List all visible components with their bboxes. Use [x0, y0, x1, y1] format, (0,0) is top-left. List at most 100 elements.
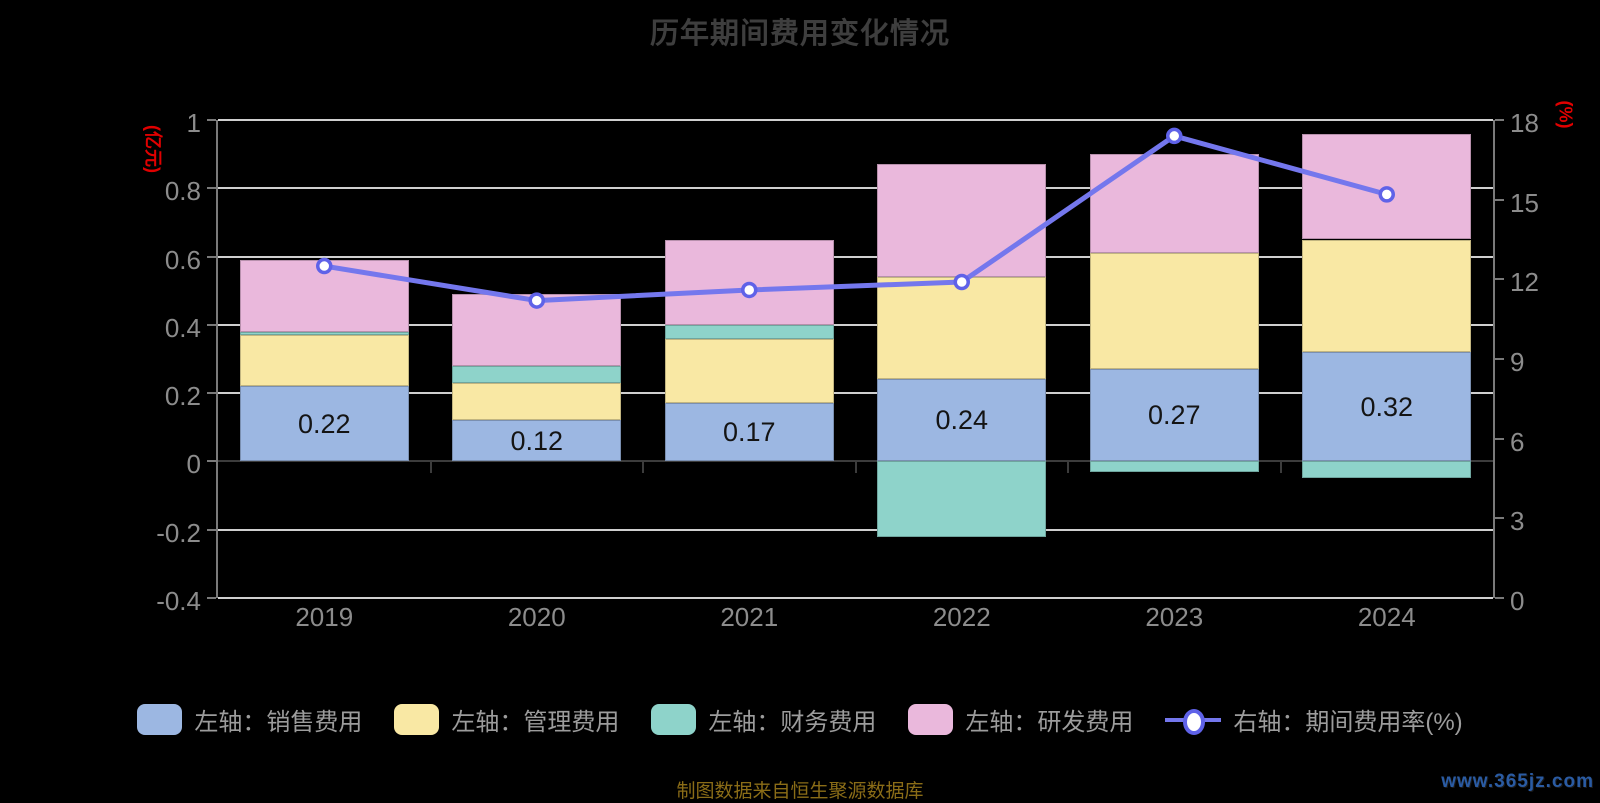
bar-segment-s3-2023[interactable]	[1089, 154, 1259, 254]
bar-segment-s2-2021[interactable]	[664, 324, 834, 339]
chart-title: 历年期间费用变化情况	[649, 18, 950, 50]
right-axis-tick	[1495, 437, 1504, 440]
bar-value-label: 0.17	[722, 417, 776, 448]
bar-segment-s1-2022[interactable]	[877, 277, 1047, 380]
zero-axis-line	[218, 460, 1493, 463]
gridline	[218, 119, 1493, 121]
x-axis-tick	[1279, 461, 1282, 474]
bar-segment-s0-2020[interactable]	[452, 420, 622, 462]
left-axis-tick-label: 0.8	[164, 176, 201, 207]
bar-value-label: 0.12	[510, 425, 564, 456]
legend-item-rnd[interactable]: 左轴：研发费用	[908, 702, 1133, 737]
line-marker-2023[interactable]	[1166, 127, 1183, 145]
legend-label: 左轴：研发费用	[965, 709, 1134, 736]
rnd-swatch-icon	[908, 704, 954, 735]
right-axis-tick	[1495, 358, 1504, 360]
left-axis-tick	[207, 119, 216, 121]
gridline	[218, 323, 1493, 326]
x-axis-tick	[1067, 461, 1069, 474]
right-axis-tick-label: 0	[1510, 586, 1525, 616]
bar-segment-s2-2024[interactable]	[1302, 461, 1472, 479]
left-axis-tick	[207, 255, 216, 258]
right-axis-tick-label: 9	[1510, 347, 1525, 377]
right-axis-tick-label: 18	[1510, 108, 1539, 138]
x-axis-tick	[642, 461, 644, 474]
legend-item-sales[interactable]: 左轴：销售费用	[137, 702, 362, 737]
right-axis-tick	[1495, 517, 1504, 520]
left-axis-tick-label: 0.2	[164, 381, 201, 412]
legend-label: 左轴：销售费用	[194, 709, 363, 736]
bar-segment-s0-2023[interactable]	[1089, 369, 1259, 462]
right-axis-tick-label: 3	[1510, 506, 1525, 537]
left-axis-tick	[207, 392, 216, 395]
bar-segment-s2-2019[interactable]	[239, 331, 409, 336]
x-axis-label: 2024	[1357, 602, 1416, 632]
bar-segment-s0-2024[interactable]	[1302, 352, 1472, 462]
bar-value-label: 0.24	[935, 405, 989, 436]
legend-label: 左轴：管理费用	[451, 709, 620, 736]
line-marker-2024[interactable]	[1378, 186, 1395, 203]
gridline	[218, 187, 1493, 190]
x-axis-label: 2022	[932, 602, 991, 632]
gridline	[218, 392, 1493, 395]
line-marker-2019[interactable]	[316, 257, 333, 275]
left-axis-tick	[207, 528, 216, 531]
legend-item-finance[interactable]: 左轴：财务费用	[651, 702, 876, 737]
bar-value-label: 0.27	[1147, 400, 1201, 431]
legend-label: 右轴：期间费用率(%)	[1233, 709, 1463, 736]
right-axis-tick-label: 12	[1510, 267, 1539, 298]
left-axis-tick-label: -0.2	[156, 517, 201, 548]
left-axis-tick-label: -0.4	[156, 586, 201, 616]
bar-segment-s3-2021[interactable]	[664, 239, 834, 325]
left-axis-tick-label: 0.4	[164, 312, 201, 343]
gridline	[218, 597, 1493, 599]
bar-segment-s1-2024[interactable]	[1302, 239, 1472, 353]
finance-swatch-icon	[651, 704, 697, 735]
left-axis-line	[216, 120, 218, 598]
left-axis-tick-label: 0.6	[164, 244, 201, 275]
x-axis-label: 2023	[1145, 602, 1204, 632]
bar-value-label: 0.22	[297, 408, 351, 439]
right-axis-tick-label: 15	[1510, 187, 1539, 218]
x-axis-label: 2019	[295, 602, 354, 632]
line-path	[323, 133, 1388, 304]
left-axis-tick	[207, 597, 216, 599]
bar-segment-s1-2023[interactable]	[1089, 253, 1259, 370]
left-axis-tick-label: 1	[186, 108, 201, 138]
x-axis-label: 2021	[720, 602, 779, 632]
bar-value-label: 0.32	[1360, 391, 1414, 422]
bar-segment-s2-2023[interactable]	[1089, 461, 1259, 472]
left-axis-tick	[207, 323, 216, 326]
bar-segment-s2-2022[interactable]	[877, 461, 1047, 537]
x-axis-tick	[429, 461, 432, 474]
legend-item-expense-rate[interactable]: 右轴：期间费用率(%)	[1165, 702, 1463, 737]
bar-segment-s1-2019[interactable]	[239, 335, 409, 387]
right-axis-tick	[1495, 597, 1504, 599]
right-axis-line	[1493, 120, 1495, 598]
right-axis-tick	[1495, 278, 1504, 281]
right-axis-tick-label: 6	[1510, 426, 1525, 457]
right-axis-tick	[1495, 119, 1504, 121]
bar-segment-s1-2021[interactable]	[664, 338, 834, 404]
line-series-icon	[1165, 704, 1222, 735]
data-source-note: 制图数据来自恒生聚源数据库	[676, 781, 924, 802]
left-axis-tick-label: 0	[186, 449, 201, 480]
x-axis-tick	[854, 461, 857, 474]
bar-segment-s0-2019[interactable]	[239, 386, 409, 462]
left-axis-tick	[207, 187, 216, 190]
x-axis-label: 2020	[507, 602, 566, 632]
legend-item-admin[interactable]: 左轴：管理费用	[394, 702, 619, 737]
bar-segment-s0-2021[interactable]	[664, 403, 834, 462]
bar-segment-s0-2022[interactable]	[877, 379, 1047, 462]
sales-swatch-icon	[137, 704, 183, 735]
bar-segment-s2-2020[interactable]	[452, 365, 622, 383]
right-axis-tick	[1495, 198, 1504, 201]
bar-segment-s1-2020[interactable]	[452, 382, 622, 421]
line-marker-2022[interactable]	[953, 273, 970, 291]
line-marker-2021[interactable]	[741, 281, 758, 299]
admin-swatch-icon	[394, 704, 440, 735]
line-marker-2020[interactable]	[528, 292, 545, 309]
left-axis-tick	[207, 460, 216, 463]
